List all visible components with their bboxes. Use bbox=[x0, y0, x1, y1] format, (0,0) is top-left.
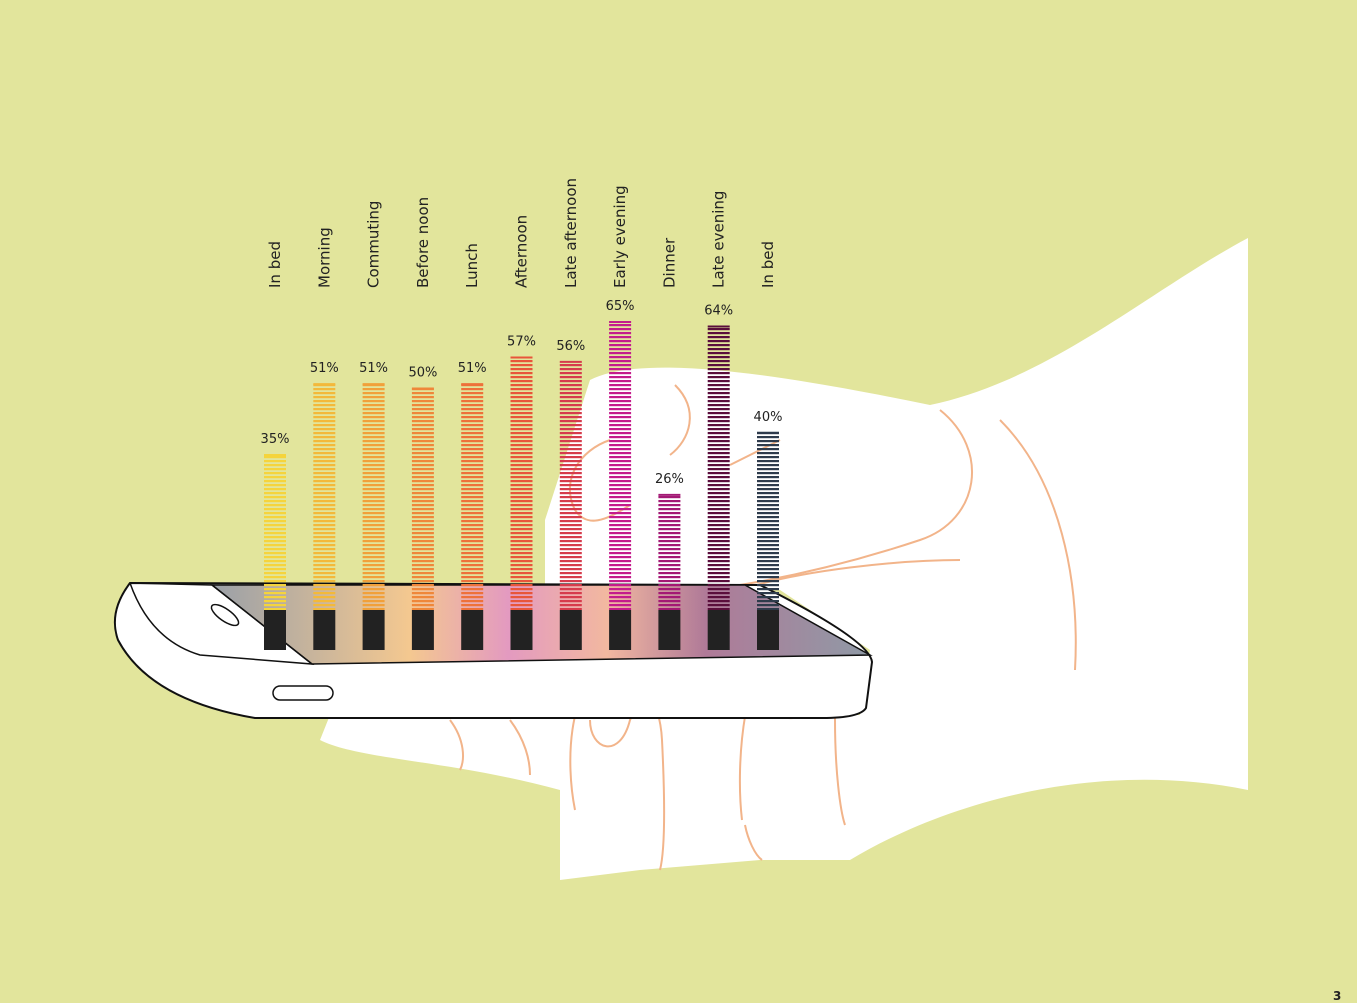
value-label: 51% bbox=[458, 361, 487, 376]
category-label: Early evening bbox=[611, 185, 629, 288]
bar bbox=[264, 455, 286, 610]
value-label: 56% bbox=[556, 339, 585, 354]
value-label: 50% bbox=[408, 366, 437, 381]
category-label: Afternoon bbox=[513, 215, 531, 288]
value-label: 65% bbox=[606, 299, 635, 314]
category-label: Late afternoon bbox=[562, 178, 580, 288]
category-label: Commuting bbox=[365, 201, 383, 288]
value-label: 51% bbox=[310, 361, 339, 376]
category-label: Morning bbox=[315, 227, 333, 288]
bar bbox=[511, 357, 533, 610]
bar bbox=[708, 326, 730, 610]
bar-shadow bbox=[511, 610, 533, 650]
category-label: Lunch bbox=[463, 243, 481, 288]
bar-shadow bbox=[757, 610, 779, 650]
bar-shadow bbox=[412, 610, 434, 650]
bar-shadow bbox=[560, 610, 582, 650]
value-label: 57% bbox=[507, 334, 536, 349]
bar bbox=[560, 362, 582, 610]
bar-shadow bbox=[363, 610, 385, 650]
value-label: 51% bbox=[359, 361, 388, 376]
value-label: 26% bbox=[655, 472, 684, 487]
home-button bbox=[273, 686, 333, 700]
bar bbox=[658, 495, 680, 610]
bar bbox=[412, 389, 434, 611]
value-label: 35% bbox=[261, 432, 290, 447]
category-label: In bed bbox=[759, 241, 777, 288]
value-label: 64% bbox=[704, 303, 733, 318]
category-label: Dinner bbox=[660, 237, 678, 288]
bar bbox=[757, 433, 779, 610]
bar bbox=[461, 384, 483, 610]
bar-shadow bbox=[313, 610, 335, 650]
value-label: 40% bbox=[754, 410, 783, 425]
bar-shadow bbox=[461, 610, 483, 650]
bar-shadow bbox=[609, 610, 631, 650]
bar bbox=[609, 322, 631, 610]
bar-shadow bbox=[658, 610, 680, 650]
bar-shadow bbox=[708, 610, 730, 650]
bar bbox=[363, 384, 385, 610]
bar bbox=[313, 384, 335, 610]
category-label: In bed bbox=[266, 241, 284, 288]
category-label: Late evening bbox=[710, 191, 728, 288]
page-number: 3 bbox=[1333, 989, 1341, 1003]
category-label: Before noon bbox=[414, 197, 432, 288]
bar-shadow bbox=[264, 610, 286, 650]
infographic: In bed 35% Morning 51% Commuting 51% Before no… bbox=[0, 0, 1357, 1003]
